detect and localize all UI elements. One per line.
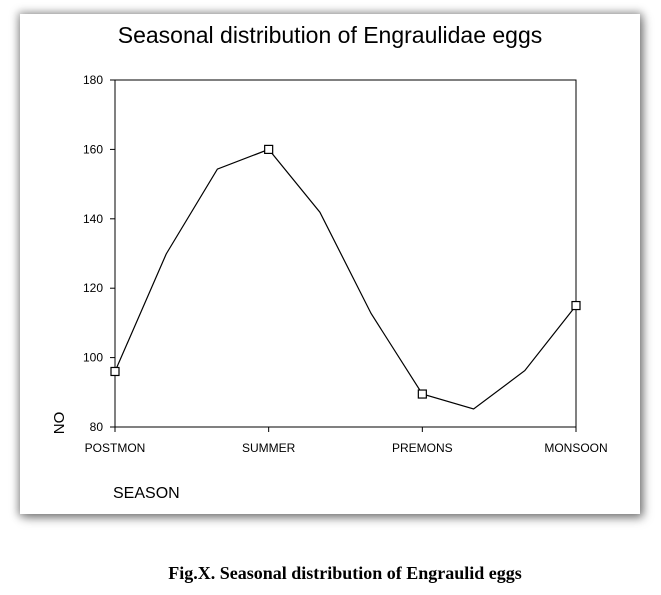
x-tick-label: POSTMON [85,441,146,455]
series-line [114,148,577,410]
line-chart: 80 100 120 140 160 180 POSTMON SUMMER PREMONS MO… [51,73,608,502]
y-tick-label: 100 [83,351,103,365]
figure-caption: Fig.X. Seasonal distribution of Engrauli… [168,563,522,583]
x-ticks: POSTMON SUMMER PREMONS MONSOON [85,427,608,455]
data-point-marker [571,300,581,311]
y-tick-label: 120 [83,281,103,295]
x-tick-label: MONSOON [544,441,607,455]
x-tick-label: PREMONS [392,441,453,455]
data-point-marker [264,144,274,154]
plot-frame [114,79,577,428]
y-tick-label: 180 [83,73,103,87]
x-tick-label: SUMMER [242,441,296,455]
y-axis-label: NO [51,412,68,435]
data-point-marker [110,366,120,377]
chart-title: Seasonal distribution of Engraulidae egg… [117,22,543,48]
y-ticks: 80 100 120 140 160 180 [83,73,115,434]
markers [110,144,581,399]
series [114,148,577,410]
data-point-marker [417,389,427,399]
x-axis-label: SEASON [113,485,180,502]
y-tick-label: 160 [83,142,103,156]
y-tick-label: 140 [83,212,103,226]
figure-card [20,14,640,514]
y-tick-label: 80 [90,420,104,434]
axes [114,79,577,428]
